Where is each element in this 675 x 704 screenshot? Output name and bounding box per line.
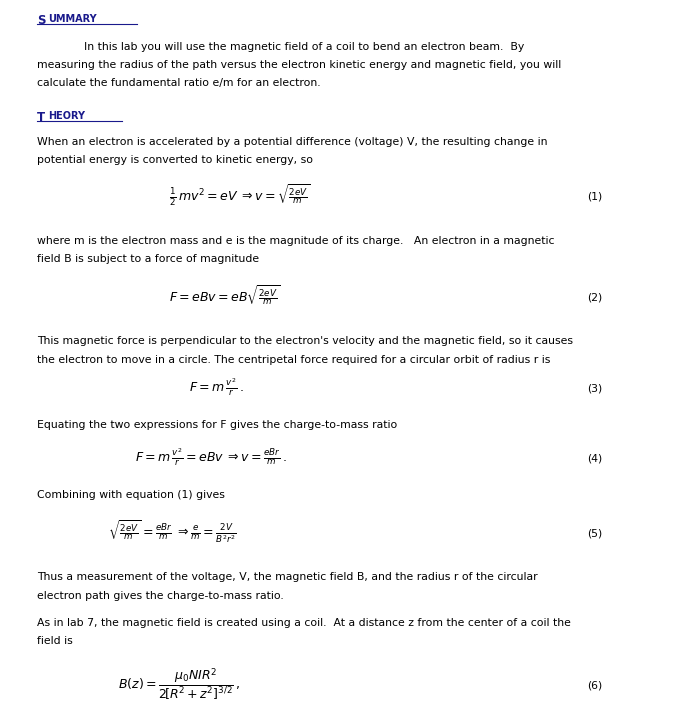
Text: (2): (2) bbox=[587, 292, 603, 303]
Text: UMMARY: UMMARY bbox=[49, 14, 97, 24]
Text: As in lab 7, the magnetic field is created using a coil.  At a distance z from t: As in lab 7, the magnetic field is creat… bbox=[37, 618, 571, 628]
Text: $F = eBv = eB\sqrt{\frac{2eV}{m}}$: $F = eBv = eB\sqrt{\frac{2eV}{m}}$ bbox=[169, 284, 280, 308]
Text: (6): (6) bbox=[587, 681, 603, 691]
Text: In this lab you will use the magnetic field of a coil to bend an electron beam. : In this lab you will use the magnetic fi… bbox=[84, 42, 524, 51]
Text: field B is subject to a force of magnitude: field B is subject to a force of magnitu… bbox=[37, 254, 259, 264]
Text: $B(z) = \dfrac{\mu_0 N I R^2}{2\!\left[R^2+z^2\right]^{3/2}}\,,$: $B(z) = \dfrac{\mu_0 N I R^2}{2\!\left[R… bbox=[118, 666, 240, 702]
Text: When an electron is accelerated by a potential difference (voltage) V, the resul: When an electron is accelerated by a pot… bbox=[37, 137, 547, 146]
Text: the electron to move in a circle. The centripetal force required for a circular : the electron to move in a circle. The ce… bbox=[37, 355, 551, 365]
Text: S: S bbox=[37, 14, 46, 27]
Text: (5): (5) bbox=[587, 529, 603, 539]
Text: $F = m\,\frac{v^2}{r}\,.$: $F = m\,\frac{v^2}{r}\,.$ bbox=[189, 377, 244, 398]
Text: Equating the two expressions for F gives the charge-to-mass ratio: Equating the two expressions for F gives… bbox=[37, 420, 398, 430]
Text: where m is the electron mass and e is the magnitude of its charge.   An electron: where m is the electron mass and e is th… bbox=[37, 236, 555, 246]
Text: $F = m\,\frac{v^2}{r} = eBv \;\Rightarrow v = \frac{eBr}{m}\,.$: $F = m\,\frac{v^2}{r} = eBv \;\Rightarro… bbox=[135, 446, 287, 467]
Text: electron path gives the charge-to-mass ratio.: electron path gives the charge-to-mass r… bbox=[37, 591, 284, 601]
Text: potential energy is converted to kinetic energy, so: potential energy is converted to kinetic… bbox=[37, 155, 313, 165]
Text: measuring the radius of the path versus the electron kinetic energy and magnetic: measuring the radius of the path versus … bbox=[37, 60, 562, 70]
Text: (3): (3) bbox=[587, 384, 603, 394]
Text: calculate the fundamental ratio e/m for an electron.: calculate the fundamental ratio e/m for … bbox=[37, 78, 321, 88]
Text: Combining with equation (1) gives: Combining with equation (1) gives bbox=[37, 490, 225, 500]
Text: Thus a measurement of the voltage, V, the magnetic field B, and the radius r of : Thus a measurement of the voltage, V, th… bbox=[37, 572, 538, 582]
Text: field is: field is bbox=[37, 636, 73, 646]
Text: (4): (4) bbox=[587, 453, 603, 463]
Text: This magnetic force is perpendicular to the electron's velocity and the magnetic: This magnetic force is perpendicular to … bbox=[37, 337, 573, 346]
Text: $\frac{1}{2}\,mv^2 = eV \;\Rightarrow v = \sqrt{\frac{2eV}{m}}$: $\frac{1}{2}\,mv^2 = eV \;\Rightarrow v … bbox=[169, 183, 310, 208]
Text: (1): (1) bbox=[587, 191, 603, 202]
Text: $\sqrt{\frac{2eV}{m}} = \frac{eBr}{m} \;\Rightarrow \frac{e}{m} = \frac{2V}{B^2r: $\sqrt{\frac{2eV}{m}} = \frac{eBr}{m} \;… bbox=[108, 519, 237, 546]
Text: T: T bbox=[37, 111, 45, 124]
Text: HEORY: HEORY bbox=[49, 111, 86, 121]
